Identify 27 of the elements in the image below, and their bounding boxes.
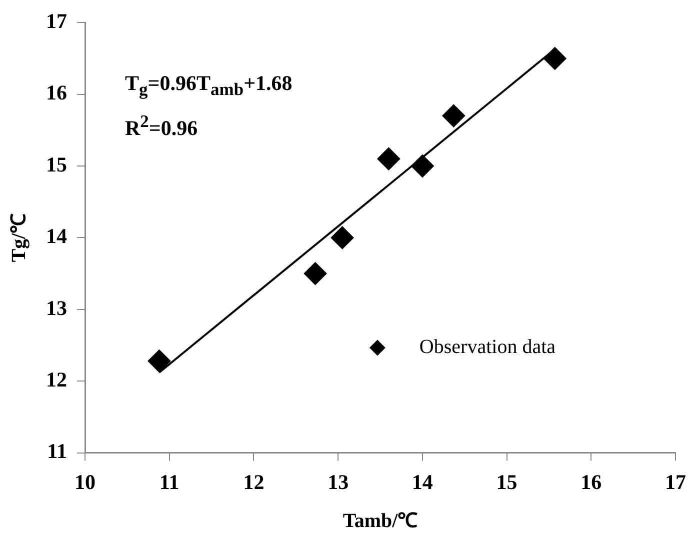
point [304, 262, 327, 286]
x-tick-label: 15 [496, 470, 518, 494]
x-tick-label: 14 [412, 470, 434, 494]
y-tick-label: 16 [46, 80, 67, 105]
x-tick-label: 10 [74, 470, 96, 494]
y-tick-label: 13 [46, 296, 67, 320]
annotation: T$_{g}$=0.96T$_{amb}$+1.68 [125, 70, 292, 100]
y-tick-label: 15 [46, 152, 67, 176]
point [330, 226, 354, 250]
y-tick-label: 14 [46, 224, 68, 248]
legend-label: Observation data [419, 336, 556, 358]
y-axis-title: Tg/℃ [8, 213, 30, 262]
x-tick-label: 16 [580, 470, 602, 494]
point [543, 46, 566, 70]
point [148, 350, 171, 373]
y-tick-label: 17 [46, 9, 67, 34]
point [377, 147, 400, 170]
x-tick-label: 12 [243, 470, 264, 494]
annotation: R$^{2}$=0.96 [125, 110, 198, 141]
x-tick-label: 13 [328, 470, 349, 494]
x-axis-title: Tamb/℃ [342, 510, 418, 532]
point [442, 104, 466, 128]
y-tick-label: 11 [47, 439, 67, 464]
x-tick-label: 11 [159, 470, 180, 494]
y-tick-label: 12 [46, 368, 67, 392]
x-tick-label: 17 [665, 470, 686, 494]
point [410, 154, 434, 178]
